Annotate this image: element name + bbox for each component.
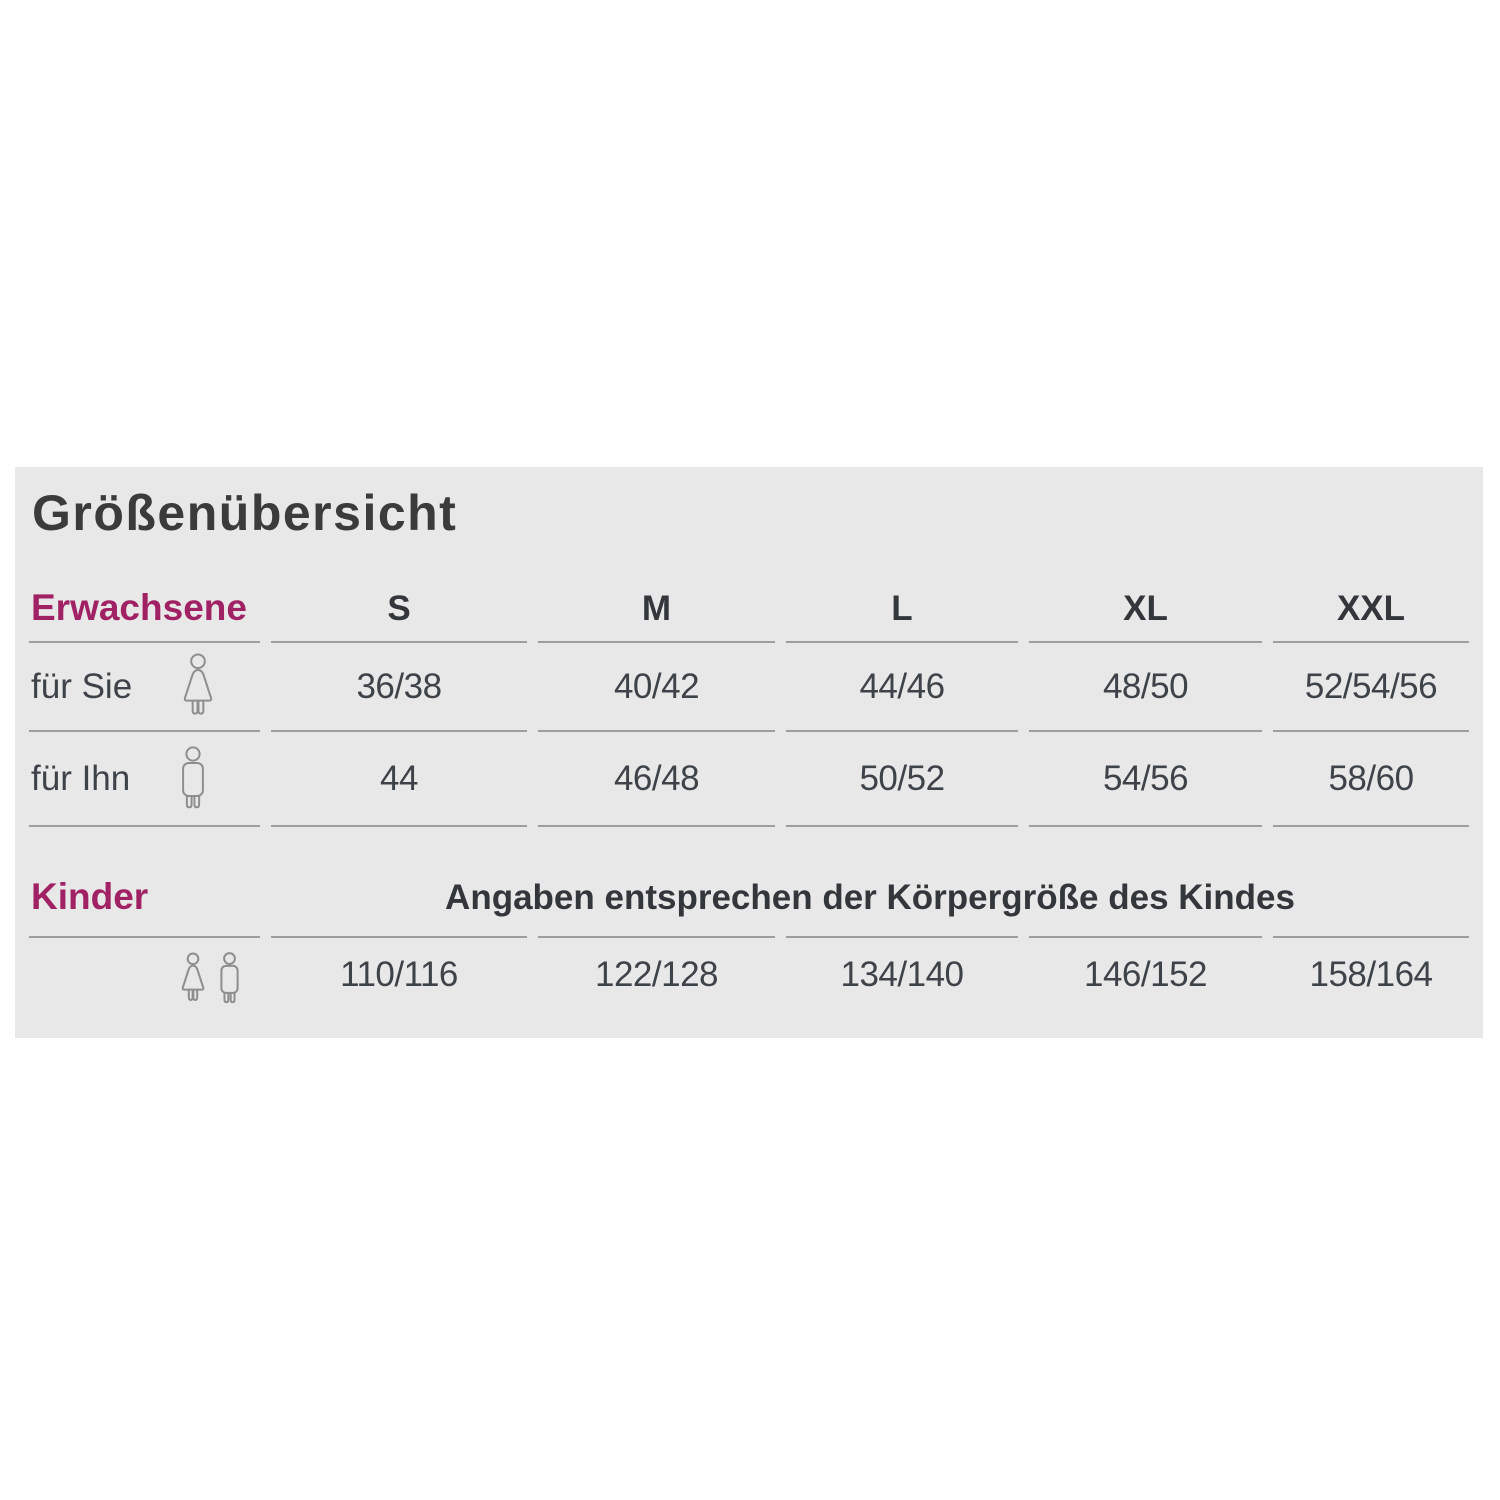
- divider-segment: [538, 827, 775, 938]
- size-value: 122/128: [594, 955, 719, 994]
- divider-segment: [1273, 827, 1469, 938]
- section-label-kinder: Kinder: [29, 827, 260, 938]
- row-fuer-sie: für Sie 36/38 40/42 44/46 48/50 52/54/56: [29, 643, 1469, 732]
- column-header-xxl: XXL: [1273, 538, 1469, 643]
- size-value: 44/46: [786, 643, 1018, 732]
- row-fuer-ihn: für Ihn 44 46/48 50/52 54/56 58/60: [29, 732, 1469, 827]
- adults-header-row: Erwachsene S M L XL XXL: [29, 538, 1469, 643]
- size-chart-panel: Größenübersicht Erwachsene S M L XL XXL …: [15, 467, 1483, 1038]
- size-value: 110/116: [340, 955, 458, 994]
- divider-segment: [1029, 827, 1262, 938]
- woman-icon: [177, 653, 219, 721]
- row-label: für Ihn: [31, 758, 131, 798]
- divider-segment: [271, 827, 527, 938]
- row-kinder: Kinder Angaben entsprechen der Körpergrö…: [29, 827, 1469, 938]
- row-children-sizes: 110/116 122/128 134/140 146/152 158/164: [29, 938, 1469, 1038]
- section-label-adults: Erwachsene: [29, 538, 260, 643]
- girl-icon: [177, 952, 209, 1006]
- size-value: 40/42: [538, 643, 775, 732]
- divider-segment: [786, 827, 1018, 938]
- column-header-l: L: [786, 538, 1018, 643]
- size-value: 44: [271, 732, 527, 827]
- size-value: 54/56: [1029, 732, 1262, 827]
- man-icon: [177, 746, 209, 812]
- column-header-xl: XL: [1029, 538, 1262, 643]
- children-note: Angaben entsprechen der Körpergröße des …: [445, 877, 1295, 917]
- page-title: Größenübersicht: [32, 485, 458, 541]
- children-icons-cell: [29, 938, 260, 1038]
- size-value: 48/50: [1029, 643, 1262, 732]
- row-label-cell-men: für Ihn: [29, 732, 260, 827]
- size-value: 52/54/56: [1273, 643, 1469, 732]
- size-value: 46/48: [538, 732, 775, 827]
- column-header-s: S: [271, 538, 527, 643]
- row-label-cell-women: für Sie: [29, 643, 260, 732]
- size-value: 134/140: [840, 955, 964, 994]
- size-value: 58/60: [1273, 732, 1469, 827]
- size-value: 50/52: [786, 732, 1018, 827]
- boy-icon: [217, 952, 242, 1006]
- size-value: 146/152: [1083, 955, 1208, 994]
- size-value: 36/38: [271, 643, 527, 732]
- row-label: für Sie: [31, 666, 133, 706]
- column-header-m: M: [538, 538, 775, 643]
- size-value: 158/164: [1309, 955, 1433, 994]
